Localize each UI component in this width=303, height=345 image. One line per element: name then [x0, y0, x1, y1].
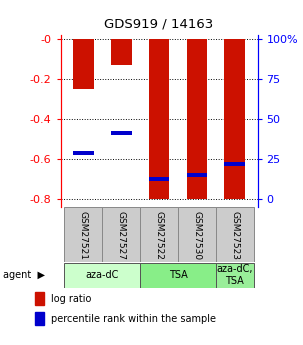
Text: agent  ▶: agent ▶ — [3, 270, 45, 280]
Text: GSM27527: GSM27527 — [117, 211, 126, 260]
Text: aza-dC,
TSA: aza-dC, TSA — [217, 264, 253, 286]
Bar — [225, 162, 245, 166]
Text: percentile rank within the sample: percentile rank within the sample — [51, 314, 216, 324]
Bar — [149, 39, 169, 199]
Bar — [73, 39, 94, 89]
Text: TSA: TSA — [169, 270, 187, 280]
Bar — [216, 207, 254, 262]
Bar — [65, 207, 102, 262]
Bar — [111, 39, 132, 65]
Bar — [149, 177, 169, 181]
Text: GSM27530: GSM27530 — [192, 211, 201, 260]
Bar — [178, 207, 216, 262]
Text: log ratio: log ratio — [51, 294, 92, 304]
Text: GSM27522: GSM27522 — [155, 211, 164, 260]
Bar — [187, 39, 207, 199]
Text: GSM27521: GSM27521 — [79, 211, 88, 260]
Bar — [140, 263, 216, 287]
Bar — [35, 312, 44, 325]
Bar — [216, 263, 254, 287]
Bar — [73, 151, 94, 155]
Bar — [65, 263, 140, 287]
Title: GDS919 / 14163: GDS919 / 14163 — [105, 18, 214, 31]
Bar — [187, 173, 207, 177]
Bar — [102, 207, 140, 262]
Bar — [111, 130, 132, 135]
Text: GSM27523: GSM27523 — [230, 211, 239, 260]
Text: aza-dC: aza-dC — [85, 270, 119, 280]
Bar — [225, 39, 245, 199]
Bar — [140, 207, 178, 262]
Bar — [35, 292, 44, 305]
